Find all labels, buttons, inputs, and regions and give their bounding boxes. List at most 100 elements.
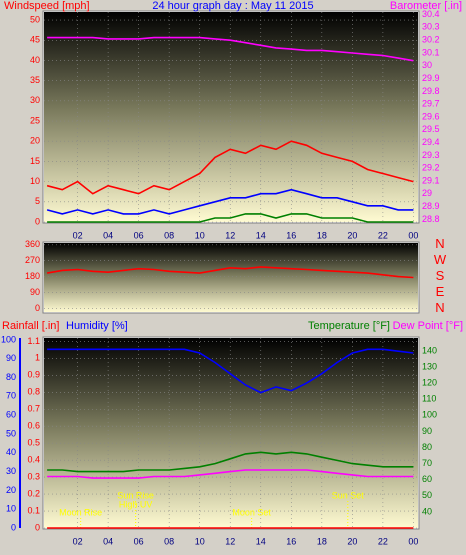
y-tick-label: 360 (25, 239, 40, 249)
y-tick-label: 0.5 (27, 438, 40, 448)
y3-tick-label: 10 (6, 504, 16, 514)
x-tick-label: 16 (286, 536, 296, 546)
y-tick-label: 0.7 (27, 404, 40, 414)
y2-tick-label: 30.1 (422, 47, 440, 57)
y2-tick-label: 70 (422, 458, 432, 468)
x-tick-label: 04 (103, 230, 113, 240)
x-tick-label: 20 (347, 230, 357, 240)
annotation: Moon Set (232, 507, 271, 517)
y2-tick-label: 29.8 (422, 86, 440, 96)
x-tick-label: 02 (73, 536, 83, 546)
y-tick-label: 50 (30, 14, 40, 24)
y2-tick-label: 29.2 (422, 163, 440, 173)
x-tick-label: 18 (317, 230, 327, 240)
y-tick-label: 25 (30, 115, 40, 125)
y-tick-label: 10 (30, 176, 40, 186)
x-tick-label: 00 (408, 536, 418, 546)
legend-entry: Dew Point [°F] (393, 320, 463, 332)
y2-tick-label: 29.4 (422, 137, 440, 147)
legend-entry: Temperature [°F] (308, 320, 390, 332)
y3-tick-label: 90 (6, 353, 16, 363)
y-tick-label: 0.9 (27, 370, 40, 380)
y-tick-label: 0 (35, 303, 40, 313)
y-tick-label: 1.1 (27, 336, 40, 346)
y2-tick-label: 30.2 (422, 35, 440, 45)
y-tick-label: 45 (30, 35, 40, 45)
x-tick-label: 18 (317, 536, 327, 546)
legend-entry: Rainfall [.in] (2, 320, 59, 332)
x-tick-label: 06 (134, 536, 144, 546)
series-line (47, 469, 414, 479)
y3-tick-label: 100 (1, 334, 16, 344)
annotation: High UV (119, 499, 153, 509)
x-tick-label: 02 (73, 230, 83, 240)
legend-entry: Barometer [.in] (390, 0, 462, 12)
x-tick-label: 10 (195, 230, 205, 240)
y2-tick-label: 29 (422, 188, 432, 198)
y2-tick-label: 28.8 (422, 214, 440, 224)
y3-tick-label: 80 (6, 372, 16, 382)
y2-tick-label: N (435, 236, 444, 251)
series-line (47, 348, 414, 394)
y2-tick-label: 28.9 (422, 201, 440, 211)
y2-tick-label: 130 (422, 361, 437, 371)
y-tick-label: 40 (30, 55, 40, 65)
y-tick-label: 270 (25, 255, 40, 265)
y2-tick-label: N (435, 300, 444, 315)
y-tick-label: 180 (25, 271, 40, 281)
x-tick-label: 12 (225, 536, 235, 546)
y2-tick-label: E (436, 284, 445, 299)
x-tick-label: 14 (256, 230, 266, 240)
series-line (47, 451, 414, 473)
y3-tick-label: 30 (6, 466, 16, 476)
y2-tick-label: 29.5 (422, 124, 440, 134)
y-tick-label: 0.6 (27, 421, 40, 431)
y2-tick-label: 29.9 (422, 73, 440, 83)
y-tick-label: 0.1 (27, 505, 40, 515)
y2-tick-label: 90 (422, 426, 432, 436)
y2-tick-label: 110 (422, 394, 436, 404)
y2-tick-label: 140 (422, 345, 437, 355)
y3-tick-label: 40 (6, 447, 16, 457)
x-tick-label: 20 (347, 536, 357, 546)
y2-tick-label: 80 (422, 442, 432, 452)
y2-tick-label: S (436, 268, 445, 283)
y-tick-label: 90 (30, 287, 40, 297)
y-tick-label: 0.3 (27, 471, 40, 481)
x-tick-label: 00 (408, 230, 418, 240)
y3-tick-label: 20 (6, 485, 16, 495)
legend-entry: Windspeed [mph] (4, 0, 90, 12)
chart-title: 24 hour graph day : May 11 2015 (152, 0, 313, 12)
y-tick-label: 15 (30, 156, 40, 166)
series-line (46, 188, 414, 215)
y2-tick-label: 29.3 (422, 150, 440, 160)
x-tick-label: 14 (256, 536, 266, 546)
series-line (46, 266, 414, 279)
annotation: Moon Rise (59, 507, 102, 517)
series-line (47, 213, 414, 223)
y-tick-label: 0.2 (27, 488, 40, 498)
y-tick-label: 5 (35, 196, 40, 206)
y-tick-label: 0.8 (27, 387, 40, 397)
x-tick-label: 22 (378, 536, 388, 546)
y2-tick-label: 120 (422, 377, 437, 387)
y3-tick-label: 70 (6, 391, 16, 401)
y2-tick-label: 60 (422, 474, 432, 484)
plot-area (44, 243, 418, 312)
x-tick-label: 12 (225, 230, 235, 240)
annotation: Sun Set (332, 490, 365, 500)
y-tick-label: 1 (35, 353, 40, 363)
plot-area (44, 338, 418, 528)
y3-tick-label: 60 (6, 410, 16, 420)
y2-tick-label: W (434, 252, 447, 267)
y3-tick-label: 0 (11, 522, 16, 532)
y-tick-label: 0 (35, 216, 40, 226)
x-tick-label: 10 (195, 536, 205, 546)
y2-tick-label: 30 (422, 60, 432, 70)
x-tick-label: 16 (286, 230, 296, 240)
x-tick-label: 08 (164, 230, 174, 240)
legend-entry: Humidity [%] (66, 320, 128, 332)
y-tick-label: 20 (30, 136, 40, 146)
y-tick-label: 0.4 (27, 455, 40, 465)
